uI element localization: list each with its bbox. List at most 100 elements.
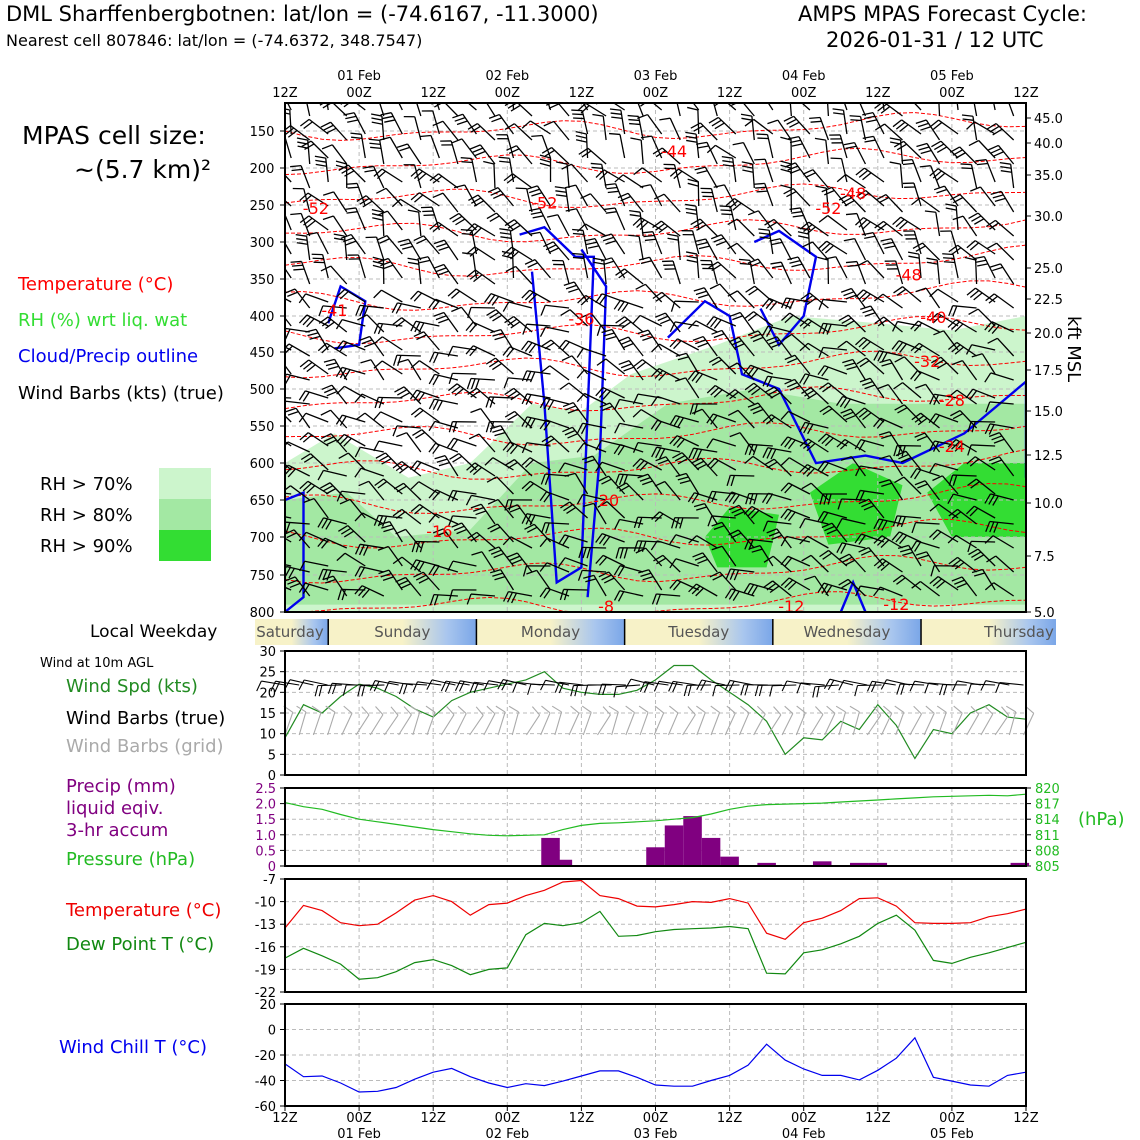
- wind-barb: [582, 103, 589, 111]
- wind-barb-feather: [345, 240, 357, 246]
- wind-barb-feather: [402, 245, 413, 250]
- wind-barb-feather: [789, 168, 801, 174]
- wind-barb-feather: [673, 170, 683, 180]
- wind-barb: [641, 167, 663, 183]
- wind-barb-feather: [372, 411, 382, 421]
- wind-barb-feather: [709, 283, 721, 290]
- wind-barb-feather: [400, 583, 412, 589]
- wind-barb-feather: [428, 421, 436, 432]
- temperature-contour: [285, 244, 1026, 277]
- wind-barb-feather: [371, 208, 383, 213]
- wind-barb-feather: [895, 341, 904, 352]
- wind-barb-feather: [878, 455, 890, 460]
- wind-barb: [330, 409, 348, 429]
- wind-barb-feather: [843, 141, 855, 146]
- wind-barb-feather: [315, 163, 327, 167]
- wind-barb-feather: [936, 188, 948, 194]
- wind-barb: [285, 586, 292, 591]
- wind-barb-feather: [377, 481, 388, 489]
- wind-barb-feather: [296, 238, 308, 241]
- wind-barb-feather: [582, 502, 594, 507]
- wind-barb-feather: [818, 299, 824, 311]
- legend-rh80: RH > 80%: [40, 505, 133, 526]
- wind-barb-feather: [783, 115, 794, 122]
- wind-barb-feather: [730, 475, 736, 487]
- wind-barb-feather: [724, 588, 732, 599]
- wind-barb-feather: [325, 127, 337, 134]
- wind-barb: [341, 318, 366, 327]
- bottom-date-label: 05 Feb: [930, 1127, 974, 1140]
- weekday-name: Sunday: [374, 623, 430, 641]
- wind-barb: [884, 123, 903, 141]
- wind-barb-grid-feather: [457, 705, 467, 714]
- wind-barb-feather: [562, 535, 570, 546]
- wind-barb-true-feather: [412, 681, 418, 693]
- wind-barb-feather: [791, 263, 803, 268]
- wind-barb-grid: [852, 711, 860, 736]
- wind-barb-feather: [952, 475, 958, 486]
- wind-barb-feather: [586, 547, 591, 559]
- wind-barb-feather: [340, 233, 352, 239]
- wind-barb-feather: [414, 194, 424, 203]
- wind-barb-feather: [343, 112, 355, 116]
- wind-barb: [938, 103, 941, 117]
- wind-barb-feather: [595, 461, 603, 472]
- wind-barb-feather: [686, 139, 698, 143]
- wind-barb-true-feather: [823, 678, 831, 690]
- wind-barb-feather: [521, 120, 531, 129]
- weekday-name: Saturday: [256, 623, 324, 641]
- wind-barb-feather: [428, 398, 435, 410]
- wind-barb-feather: [854, 217, 864, 226]
- wind-barb-feather: [362, 165, 374, 169]
- wind-barb: [464, 184, 477, 207]
- wind-barb-feather: [893, 382, 903, 390]
- wind-barb-feather: [727, 218, 738, 226]
- wind-barb: [676, 103, 681, 117]
- wind-barb-feather: [766, 416, 776, 425]
- wind-barb-feather: [651, 446, 658, 458]
- wind-barb-feather: [487, 523, 498, 530]
- wind-barb-true-feather: [754, 685, 759, 697]
- wind-barb-feather: [856, 189, 867, 198]
- wind-barb: [306, 103, 311, 117]
- wind-barb-feather: [806, 468, 815, 477]
- wind-barb-feather: [816, 94, 827, 96]
- wind-barb-feather: [993, 151, 1004, 157]
- legend-cloud: Cloud/Precip outline: [18, 346, 199, 367]
- wind-barb: [647, 114, 663, 135]
- wind-barb-feather: [987, 323, 997, 333]
- wind-barb-feather: [469, 347, 478, 357]
- wind-barb-feather: [878, 479, 890, 484]
- wind-barb-feather: [970, 481, 980, 489]
- wind-barb: [807, 342, 829, 357]
- wind-barb-feather: [692, 335, 704, 341]
- wind-barb-feather: [984, 372, 992, 383]
- wind-barb-feather: [285, 576, 296, 582]
- wind-barb-feather: [491, 296, 500, 306]
- wind-barb-feather: [908, 255, 920, 259]
- wind-barb: [825, 140, 830, 165]
- wind-barb-feather: [428, 442, 437, 453]
- wind-barb-feather: [474, 378, 480, 390]
- bottom-hour-tick-label: 12Z: [1013, 1111, 1039, 1126]
- wind-barb-feather: [637, 517, 643, 529]
- wind-barb-feather: [528, 293, 538, 303]
- wind-barb-feather: [267, 258, 277, 261]
- wind-barb-feather: [563, 504, 574, 512]
- wind-barb-feather: [543, 241, 554, 248]
- wind-barb-feather: [358, 544, 365, 556]
- wind-barb-feather: [855, 490, 861, 501]
- wind-barb-feather: [720, 209, 732, 212]
- wind-barb-feather: [499, 232, 511, 235]
- wind-barb-feather: [669, 338, 678, 348]
- wind-barb-feather: [635, 283, 646, 290]
- wind-barb-feather: [637, 329, 649, 335]
- panel-tick-label: 0.5: [255, 844, 276, 859]
- wind-barb-true-feather: [540, 680, 547, 691]
- wind-barb-grid: [582, 712, 592, 736]
- wind-barb-feather: [302, 194, 312, 204]
- wind-barb-feather: [971, 568, 983, 574]
- wind-barb-feather: [419, 259, 431, 264]
- wind-barb: [719, 283, 737, 303]
